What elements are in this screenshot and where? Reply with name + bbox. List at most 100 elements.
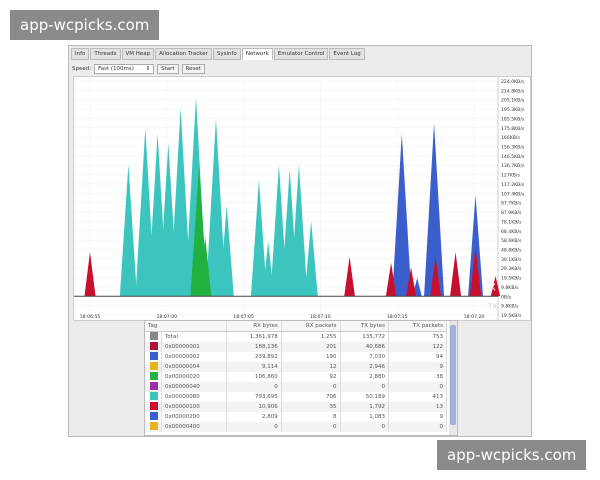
swatch-cell — [145, 361, 162, 372]
swatch-cell — [145, 371, 162, 382]
y-tick-label: 19.5KB/s — [501, 276, 522, 282]
area-spike — [304, 221, 318, 297]
table-cell: 2,946 — [340, 361, 389, 372]
color-swatch — [150, 381, 158, 390]
y-tick-label: 29.3KB/s — [501, 266, 522, 272]
table-cell: 706 — [281, 391, 341, 402]
table-cell: 92 — [281, 371, 341, 382]
scrollbar-thumb[interactable] — [450, 325, 456, 425]
network-chart-svg: 224.0KB/s 214.8KB/s 205.1KB/s 195.3KB/s 185.… — [74, 77, 525, 320]
area-spike — [119, 164, 137, 297]
table-cell: 50,189 — [340, 391, 389, 402]
column-header[interactable]: RX packets — [281, 321, 341, 332]
x-tick-label: 18:07:20 — [464, 314, 485, 320]
table-cell: 38 — [388, 371, 448, 382]
y-tick-label: 19.5KB/s — [501, 313, 522, 319]
table-row[interactable]: 0x00000400 0 0 0 0 — [145, 421, 448, 432]
table-cell: Total — [161, 331, 228, 342]
column-header[interactable]: RX bytes — [226, 321, 282, 332]
tab-allocation-tracker[interactable]: Allocation Tracker — [155, 48, 212, 60]
table-row[interactable]: 0x00000100 10,906 35 1,792 13 — [145, 401, 448, 412]
speed-value: Fast (100ms) — [98, 66, 134, 72]
table-cell: 0 — [281, 421, 341, 432]
column-header[interactable]: TX bytes — [340, 321, 389, 332]
y-tick-label: 166KB/s — [501, 135, 520, 141]
color-swatch — [150, 401, 158, 410]
x-tick-label: 18:07:10 — [310, 314, 331, 320]
table-cell: 0x00000100 — [161, 401, 228, 412]
swatch-cell — [145, 341, 162, 352]
area-spike — [199, 236, 212, 297]
swatch-cell — [145, 351, 162, 362]
column-header[interactable]: TX packets — [388, 321, 448, 332]
y-tick-label: 146.5KB/s — [501, 154, 525, 160]
speed-select[interactable]: Fast (100ms) ⇕ — [94, 64, 155, 74]
table-scrollbar[interactable] — [449, 321, 457, 435]
tab-threads[interactable]: Threads — [90, 48, 121, 60]
table-row[interactable]: Total 1,361,978 1,255 135,772 753 — [145, 331, 448, 342]
speed-label: Speed: — [72, 66, 92, 72]
area-spike — [270, 164, 288, 297]
area-spike — [450, 252, 462, 297]
column-header[interactable]: Tag — [145, 321, 228, 332]
table-cell: 94 — [388, 351, 448, 362]
color-swatch — [150, 421, 158, 430]
color-swatch — [150, 341, 158, 350]
table-cell: 0x00000400 — [161, 421, 228, 432]
table-cell: 10,906 — [226, 401, 282, 412]
table-cell: 0 — [388, 381, 448, 392]
y-tick-label: 97.7KB/s — [501, 201, 522, 207]
table-cell: 12 — [281, 361, 341, 372]
table-cell: 9 — [388, 361, 448, 372]
y-tick-label: 185.5KB/s — [501, 116, 525, 122]
table-row[interactable]: 0x00000080 793,695 706 50,189 413 — [145, 391, 448, 402]
tab-sysinfo[interactable]: Sysinfo — [212, 48, 241, 60]
table-cell: 9 — [388, 411, 448, 422]
area-spike — [250, 179, 267, 297]
swatch-cell — [145, 411, 162, 422]
swatch-cell — [145, 421, 162, 432]
y-tick-label: 205.1KB/s — [501, 98, 525, 104]
table-cell: 9,114 — [226, 361, 282, 372]
table-row[interactable]: 0x00000200 2,809 8 1,083 9 — [145, 411, 448, 422]
table-cell: 0x00000001 — [161, 341, 228, 352]
tab-vm-heap[interactable]: VM Heap — [121, 48, 155, 60]
start-button[interactable]: Start — [157, 64, 179, 74]
y-tick-label: 214.8KB/s — [501, 88, 525, 94]
y-tick-label: 48.8KB/s — [501, 247, 522, 253]
area-spike — [205, 118, 227, 297]
tab-info[interactable]: Info — [71, 48, 90, 60]
swatch-cell — [145, 391, 162, 402]
color-swatch — [150, 331, 158, 340]
table-cell: 201 — [281, 341, 341, 352]
reset-button[interactable]: Reset — [181, 64, 205, 74]
table-row[interactable]: 0x00000001 188,136 201 40,686 122 — [145, 341, 448, 352]
table-row[interactable]: 0x00000020 106,860 92 2,880 38 — [145, 371, 448, 382]
table-cell: 190 — [281, 351, 341, 362]
tab-emulator-control[interactable]: Emulator Control — [273, 48, 329, 60]
swatch-cell — [145, 381, 162, 392]
table-cell: 0x00000080 — [161, 391, 228, 402]
toolbar: Speed: Fast (100ms) ⇕ Start Reset — [72, 64, 205, 74]
area-spike — [84, 252, 96, 297]
y-tick-label: 195.3KB/s — [501, 107, 525, 113]
table-cell: 239,892 — [226, 351, 282, 362]
table-cell: 0 — [340, 381, 389, 392]
tab-event-log[interactable]: Event Log — [329, 48, 365, 60]
area-spike — [385, 262, 397, 297]
table-cell: 1,792 — [340, 401, 389, 412]
table-row[interactable]: 0x00000040 0 0 0 0 — [145, 381, 448, 392]
x-tick-label: 18:07:05 — [233, 314, 254, 320]
y-tick-label: 136.7KB/s — [501, 163, 525, 169]
tab-network[interactable]: Network — [241, 48, 273, 60]
y-tick-label: 117.2KB/s — [501, 182, 525, 188]
table-cell: 1,083 — [340, 411, 389, 422]
table-cell: 0 — [226, 381, 282, 392]
y-tick-label: 224.0KB/s — [501, 79, 525, 85]
table-row[interactable]: 0x00000004 9,114 12 2,946 9 — [145, 361, 448, 372]
watermark: app-wcpicks.com — [437, 440, 587, 470]
table-cell: 0x00000002 — [161, 351, 228, 362]
table-cell: 0x00000020 — [161, 371, 228, 382]
area-spike — [392, 133, 412, 297]
table-row[interactable]: 0x00000002 239,892 190 7,030 94 — [145, 351, 448, 362]
